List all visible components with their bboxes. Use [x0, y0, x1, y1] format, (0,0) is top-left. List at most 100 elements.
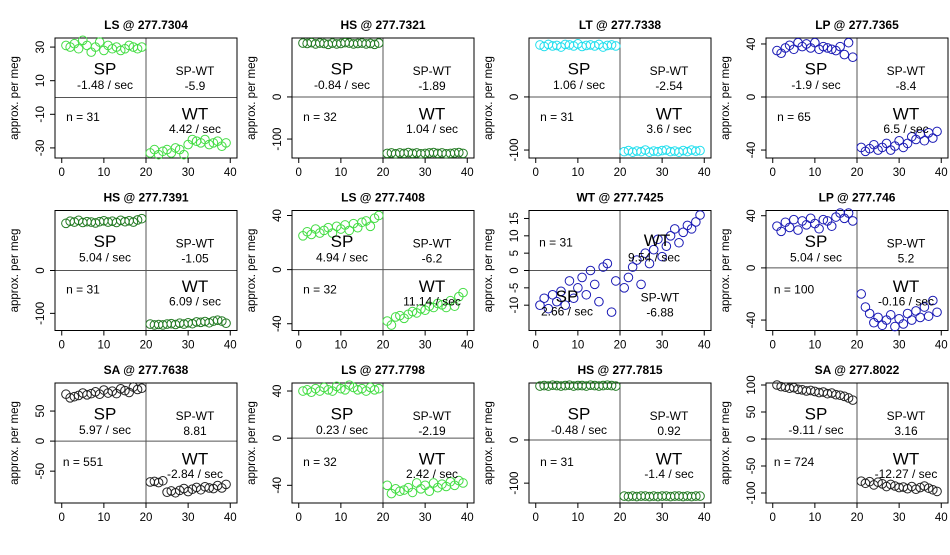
panel-title: HS @ 277.7391 [103, 191, 188, 205]
annotation-sp-wt-value: -5.9 [185, 79, 206, 93]
point [898, 319, 909, 329]
x-tick-label: 0 [296, 512, 302, 524]
x-tick-label: 30 [419, 340, 432, 352]
y-tick-label: 0 [272, 435, 284, 441]
point [323, 385, 334, 395]
y-tick-label: -50 [35, 463, 47, 480]
annotation-sp-wt-value: 0.92 [657, 424, 681, 438]
y-tick-label: -40 [272, 315, 284, 332]
point [847, 216, 858, 226]
x-tick-label: 30 [656, 340, 669, 352]
annotation-wt-rate: 2.42 / sec [406, 467, 458, 481]
annotation-sp-wt-value: 3.16 [894, 424, 918, 438]
x-tick-label: 40 [461, 512, 474, 524]
y-tick-label: -40 [272, 477, 284, 494]
x-tick-label: 30 [893, 512, 906, 524]
point [847, 395, 858, 405]
annotation-sp: SP [94, 59, 117, 78]
x-tick-label: 10 [808, 167, 821, 179]
panel-title: LT @ 277.7338 [579, 18, 662, 32]
point [158, 475, 168, 486]
point [69, 391, 80, 402]
annotation-wt: WT [419, 104, 445, 123]
point [902, 308, 913, 319]
x-tick-label: 20 [140, 512, 153, 524]
y-axis-label: approx. per meg [483, 401, 495, 485]
point [822, 43, 833, 53]
point [691, 491, 701, 501]
x-tick-label: 20 [614, 167, 627, 179]
annotation-sp-wt: SP-WT [413, 409, 452, 423]
annotation-wt-rate: -12.27 / sec [875, 467, 938, 481]
y-axis-label: approx. per meg [246, 56, 258, 140]
point [136, 383, 147, 394]
annotation-sp-rate: 5.97 / sec [79, 423, 131, 437]
x-tick-label: 10 [808, 340, 821, 352]
annotation-sp-wt: SP-WT [176, 409, 215, 423]
point [327, 228, 338, 238]
annotation-sp-wt-value: 8.81 [183, 424, 207, 438]
point [610, 276, 621, 286]
point [132, 215, 143, 225]
y-tick-label: 0 [509, 94, 521, 100]
annotation-wt-rate: 3.6 / sec [646, 122, 691, 136]
x-tick-label: 30 [656, 512, 669, 524]
point [678, 227, 688, 238]
point [124, 40, 134, 51]
x-tick-label: 30 [182, 340, 195, 352]
point [449, 301, 460, 311]
point [814, 223, 824, 234]
point [407, 487, 418, 498]
x-tick-label: 40 [935, 512, 948, 524]
y-tick-label: 40 [272, 209, 284, 222]
x-tick-label: 0 [533, 340, 539, 352]
annotation-sp-wt: SP-WT [650, 64, 689, 78]
point [839, 391, 850, 402]
annotation-sp: SP [556, 287, 579, 306]
x-tick-label: 40 [698, 340, 711, 352]
point [691, 146, 701, 156]
point [860, 302, 871, 312]
point [826, 221, 837, 231]
point [373, 210, 384, 221]
annotation-sp-rate: 2.66 / sec [541, 305, 593, 319]
point [890, 321, 900, 332]
point [382, 480, 393, 491]
point [928, 295, 938, 306]
point [212, 315, 223, 326]
annotation-wt: WT [182, 104, 208, 123]
point [932, 486, 942, 497]
y-tick-label: -100 [272, 128, 284, 151]
annotation-sp-wt-value: -2.19 [418, 424, 446, 438]
annotation-sp-rate: 5.04 / sec [79, 251, 131, 265]
point [619, 283, 630, 293]
point [369, 39, 380, 50]
point [132, 43, 143, 54]
point [416, 304, 426, 314]
y-tick-label: 15 [509, 212, 521, 225]
point [560, 300, 571, 310]
point [221, 138, 231, 148]
panel-title: SA @ 277.7638 [104, 363, 189, 377]
point [577, 272, 587, 283]
annotation-sp-rate: -0.84 / sec [314, 78, 370, 92]
point [407, 306, 418, 317]
x-tick-label: 30 [419, 167, 432, 179]
annotation-wt: WT [656, 449, 682, 468]
y-tick-label: 100 [746, 375, 758, 394]
point [644, 258, 655, 269]
point [839, 49, 850, 60]
point [132, 384, 143, 395]
annotation-sp-wt-value: -1.89 [418, 79, 446, 93]
panel: LT @ 277.7338 approx. per meg -100 0 0 10 20 30… [483, 18, 712, 179]
point [856, 289, 867, 299]
annotation-sp-wt-value: -8.4 [896, 79, 917, 93]
point [623, 272, 634, 283]
annotation-sp-rate: -1.9 / sec [791, 78, 840, 92]
x-tick-label: 30 [419, 512, 432, 524]
point [535, 300, 545, 310]
y-tick-label: 40 [272, 385, 284, 398]
annotation-n: n = 32 [303, 283, 337, 297]
panel-title: LS @ 277.7304 [104, 18, 188, 32]
point [885, 310, 896, 320]
